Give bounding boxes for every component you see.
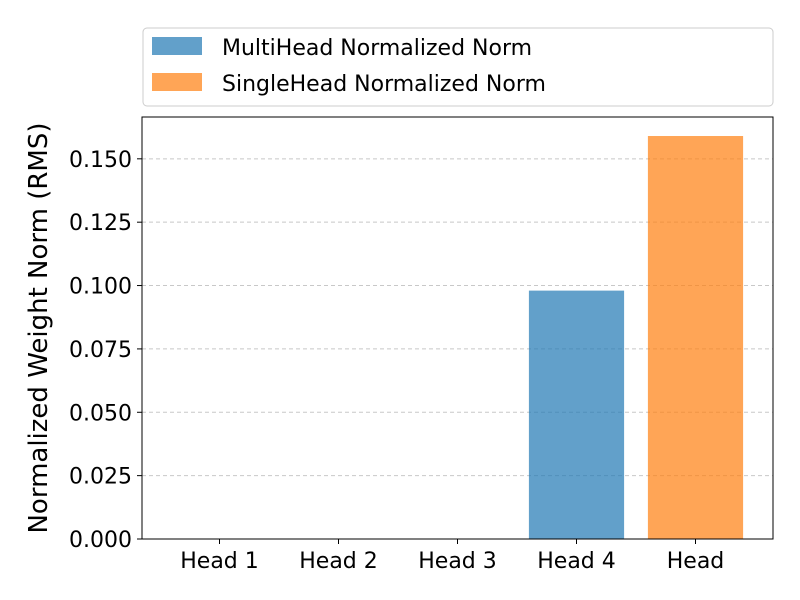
y-tick-label: 0.125: [69, 211, 132, 236]
y-tick-label: 0.075: [69, 338, 132, 363]
y-axis-ticks: 0.000 0.025 0.050 0.075 0.100 0.125 0.150: [69, 148, 142, 553]
x-axis-ticks: Head 1 Head 2 Head 3 Head 4 Head: [180, 539, 724, 574]
legend-frame: [142, 27, 774, 107]
y-tick-label: 0.050: [69, 401, 132, 426]
bar-multihead: [528, 290, 625, 539]
bars: [528, 136, 744, 539]
legend-label-singlehead: SingleHead Normalized Norm: [222, 72, 546, 97]
bar-singlehead: [647, 136, 744, 539]
y-axis-label: Normalized Weight Norm (RMS): [24, 122, 54, 533]
legend-swatch-singlehead: [152, 73, 202, 91]
y-tick-label: 0.150: [69, 148, 132, 173]
x-tick-label: Head: [667, 549, 725, 574]
y-tick-label: 0.025: [69, 465, 132, 490]
x-tick-label: Head 1: [180, 549, 259, 574]
legend-swatch-multihead: [152, 37, 202, 55]
x-tick-label: Head 3: [418, 549, 497, 574]
y-tick-label: 0.100: [69, 275, 132, 300]
x-tick-label: Head 4: [537, 549, 616, 574]
legend-label-multihead: MultiHead Normalized Norm: [222, 36, 532, 61]
legend: MultiHead Normalized Norm SingleHead Nor…: [142, 27, 774, 107]
x-tick-label: Head 2: [299, 549, 378, 574]
y-tick-label: 0.000: [69, 528, 132, 553]
